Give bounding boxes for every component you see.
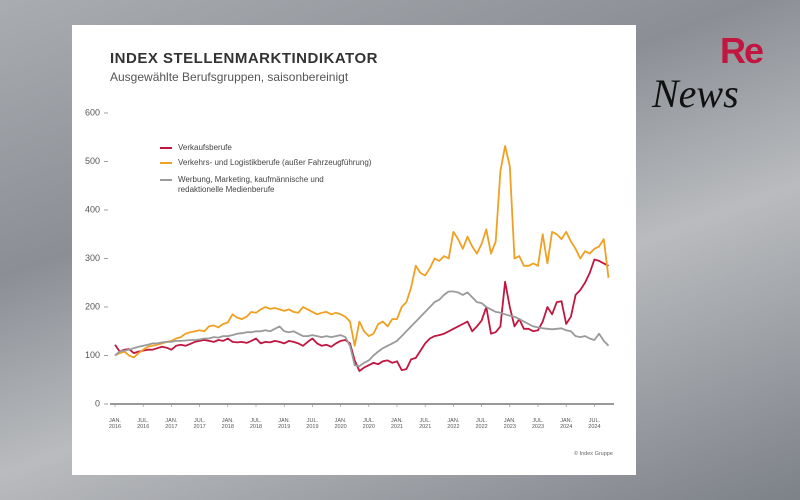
source: © Index Gruppe [574, 451, 613, 457]
x-tick-label: JUL. 2019 [306, 418, 319, 430]
x-tick-label: JAN. 2016 [108, 418, 122, 430]
y-tick-label: 200 [85, 301, 100, 311]
x-tick-label: JAN. 2019 [278, 418, 291, 430]
series-line [114, 145, 610, 359]
y-tick-label: 0 [95, 398, 100, 408]
legend-label: Verkaufsberufe [178, 143, 232, 152]
x-tick-label: JAN. 2024 [560, 418, 573, 430]
x-tick-label: JAN. 2018 [221, 418, 234, 430]
x-tick-label: JUL. 2020 [362, 418, 375, 430]
y-tick-label: 300 [85, 253, 100, 263]
x-tick-label: JUL. 2022 [475, 418, 488, 430]
logo-news: News [652, 71, 739, 116]
legend-label: Verkehrs- und Logistikberufe (außer Fahr… [178, 158, 372, 167]
x-tick-label: JUL. 2018 [249, 418, 263, 430]
x-tick-label: JUL. 2017 [193, 418, 206, 430]
x-tick-label: JAN. 2022 [447, 418, 460, 430]
x-tick-label: JUL. 2021 [419, 418, 432, 430]
chart-card [72, 25, 636, 475]
chart-title: INDEX STELLENMARKTINDIKATOR [110, 50, 378, 67]
x-tick-label: JAN. 2017 [165, 418, 178, 430]
x-tick-label: JAN. 2023 [503, 418, 516, 430]
logo-re: Re [720, 30, 764, 71]
y-tick-label: 500 [85, 156, 100, 166]
x-tick-label: JUL. 2024 [588, 418, 601, 430]
y-tick-label: 400 [85, 204, 100, 214]
x-tick-label: JAN. 2021 [390, 418, 404, 430]
series-line [114, 290, 610, 368]
legend-label: Werbung, Marketing, kaufmännische und re… [178, 175, 324, 194]
y-tick-label: 100 [85, 350, 100, 360]
x-tick-label: JAN. 2020 [334, 418, 347, 430]
y-tick-label: 600 [85, 107, 100, 117]
x-tick-label: JUL. 2016 [137, 418, 150, 430]
chart-subtitle: Ausgewählte Berufsgruppen, saisonbereini… [110, 70, 349, 84]
x-tick-label: JUL. 2023 [531, 418, 545, 430]
series-line [114, 258, 609, 372]
